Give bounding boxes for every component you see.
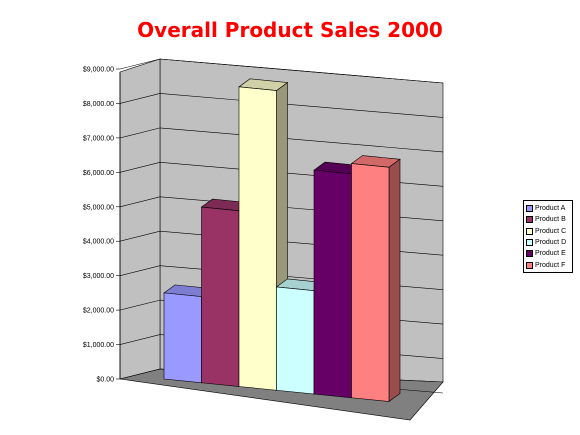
gridline-side <box>119 299 161 311</box>
legend-swatch <box>526 239 533 247</box>
bar-side <box>388 158 401 403</box>
legend-swatch <box>526 261 533 269</box>
legend-label: Product B <box>535 216 566 224</box>
y-tick-label: $6,000.00 <box>83 170 114 177</box>
y-tick-label: $0.00 <box>96 377 114 384</box>
legend-item: Product B <box>526 214 570 225</box>
legend-swatch <box>526 227 533 235</box>
bar-product-a <box>163 292 202 384</box>
y-tick-label: $3,000.00 <box>83 273 114 280</box>
legend-item: Product E <box>526 248 570 259</box>
legend-swatch <box>526 250 533 258</box>
y-tick-label: $9,000.00 <box>83 67 114 74</box>
gridline-side <box>119 334 161 345</box>
legend-label: Product E <box>535 250 566 258</box>
legend-item: Product F <box>526 259 570 270</box>
legend-label: Product A <box>535 205 566 213</box>
gridline <box>159 127 444 153</box>
y-tick-label: $7,000.00 <box>83 135 114 142</box>
legend-label: Product C <box>535 227 567 235</box>
chart-title: Overall Product Sales 2000 <box>137 18 443 42</box>
y-tick-label: $5,000.00 <box>83 204 114 211</box>
gridline-side <box>119 230 161 242</box>
legend-swatch <box>526 205 533 213</box>
y-tick-label: $1,000.00 <box>83 342 114 349</box>
gridline <box>159 93 444 118</box>
gridline-side <box>119 162 161 173</box>
bar-product-c <box>238 86 277 391</box>
bar-product-d <box>276 286 315 395</box>
legend-swatch <box>526 216 533 224</box>
gridline-side <box>119 58 161 70</box>
legend-label: Product D <box>535 239 567 247</box>
gridline-side <box>119 93 161 104</box>
bar-product-f <box>351 163 390 402</box>
legend: Product A Product B Product C Product D Prod… <box>523 200 573 273</box>
gridline <box>159 58 444 84</box>
legend-label: Product F <box>535 261 566 269</box>
y-tick-label: $2,000.00 <box>83 308 114 315</box>
legend-item: Product D <box>526 237 570 248</box>
gridline-side <box>119 265 161 276</box>
legend-item: Product A <box>526 203 570 214</box>
y-tick-label: $8,000.00 <box>83 101 114 108</box>
side-wall <box>119 58 161 380</box>
gridline-side <box>119 368 161 380</box>
gridline-side <box>119 127 161 139</box>
bar-product-b <box>201 206 240 387</box>
legend-item: Product C <box>526 226 570 237</box>
y-tick-label: $4,000.00 <box>83 239 114 246</box>
bar-product-e <box>313 169 352 399</box>
gridline-side <box>119 196 161 208</box>
